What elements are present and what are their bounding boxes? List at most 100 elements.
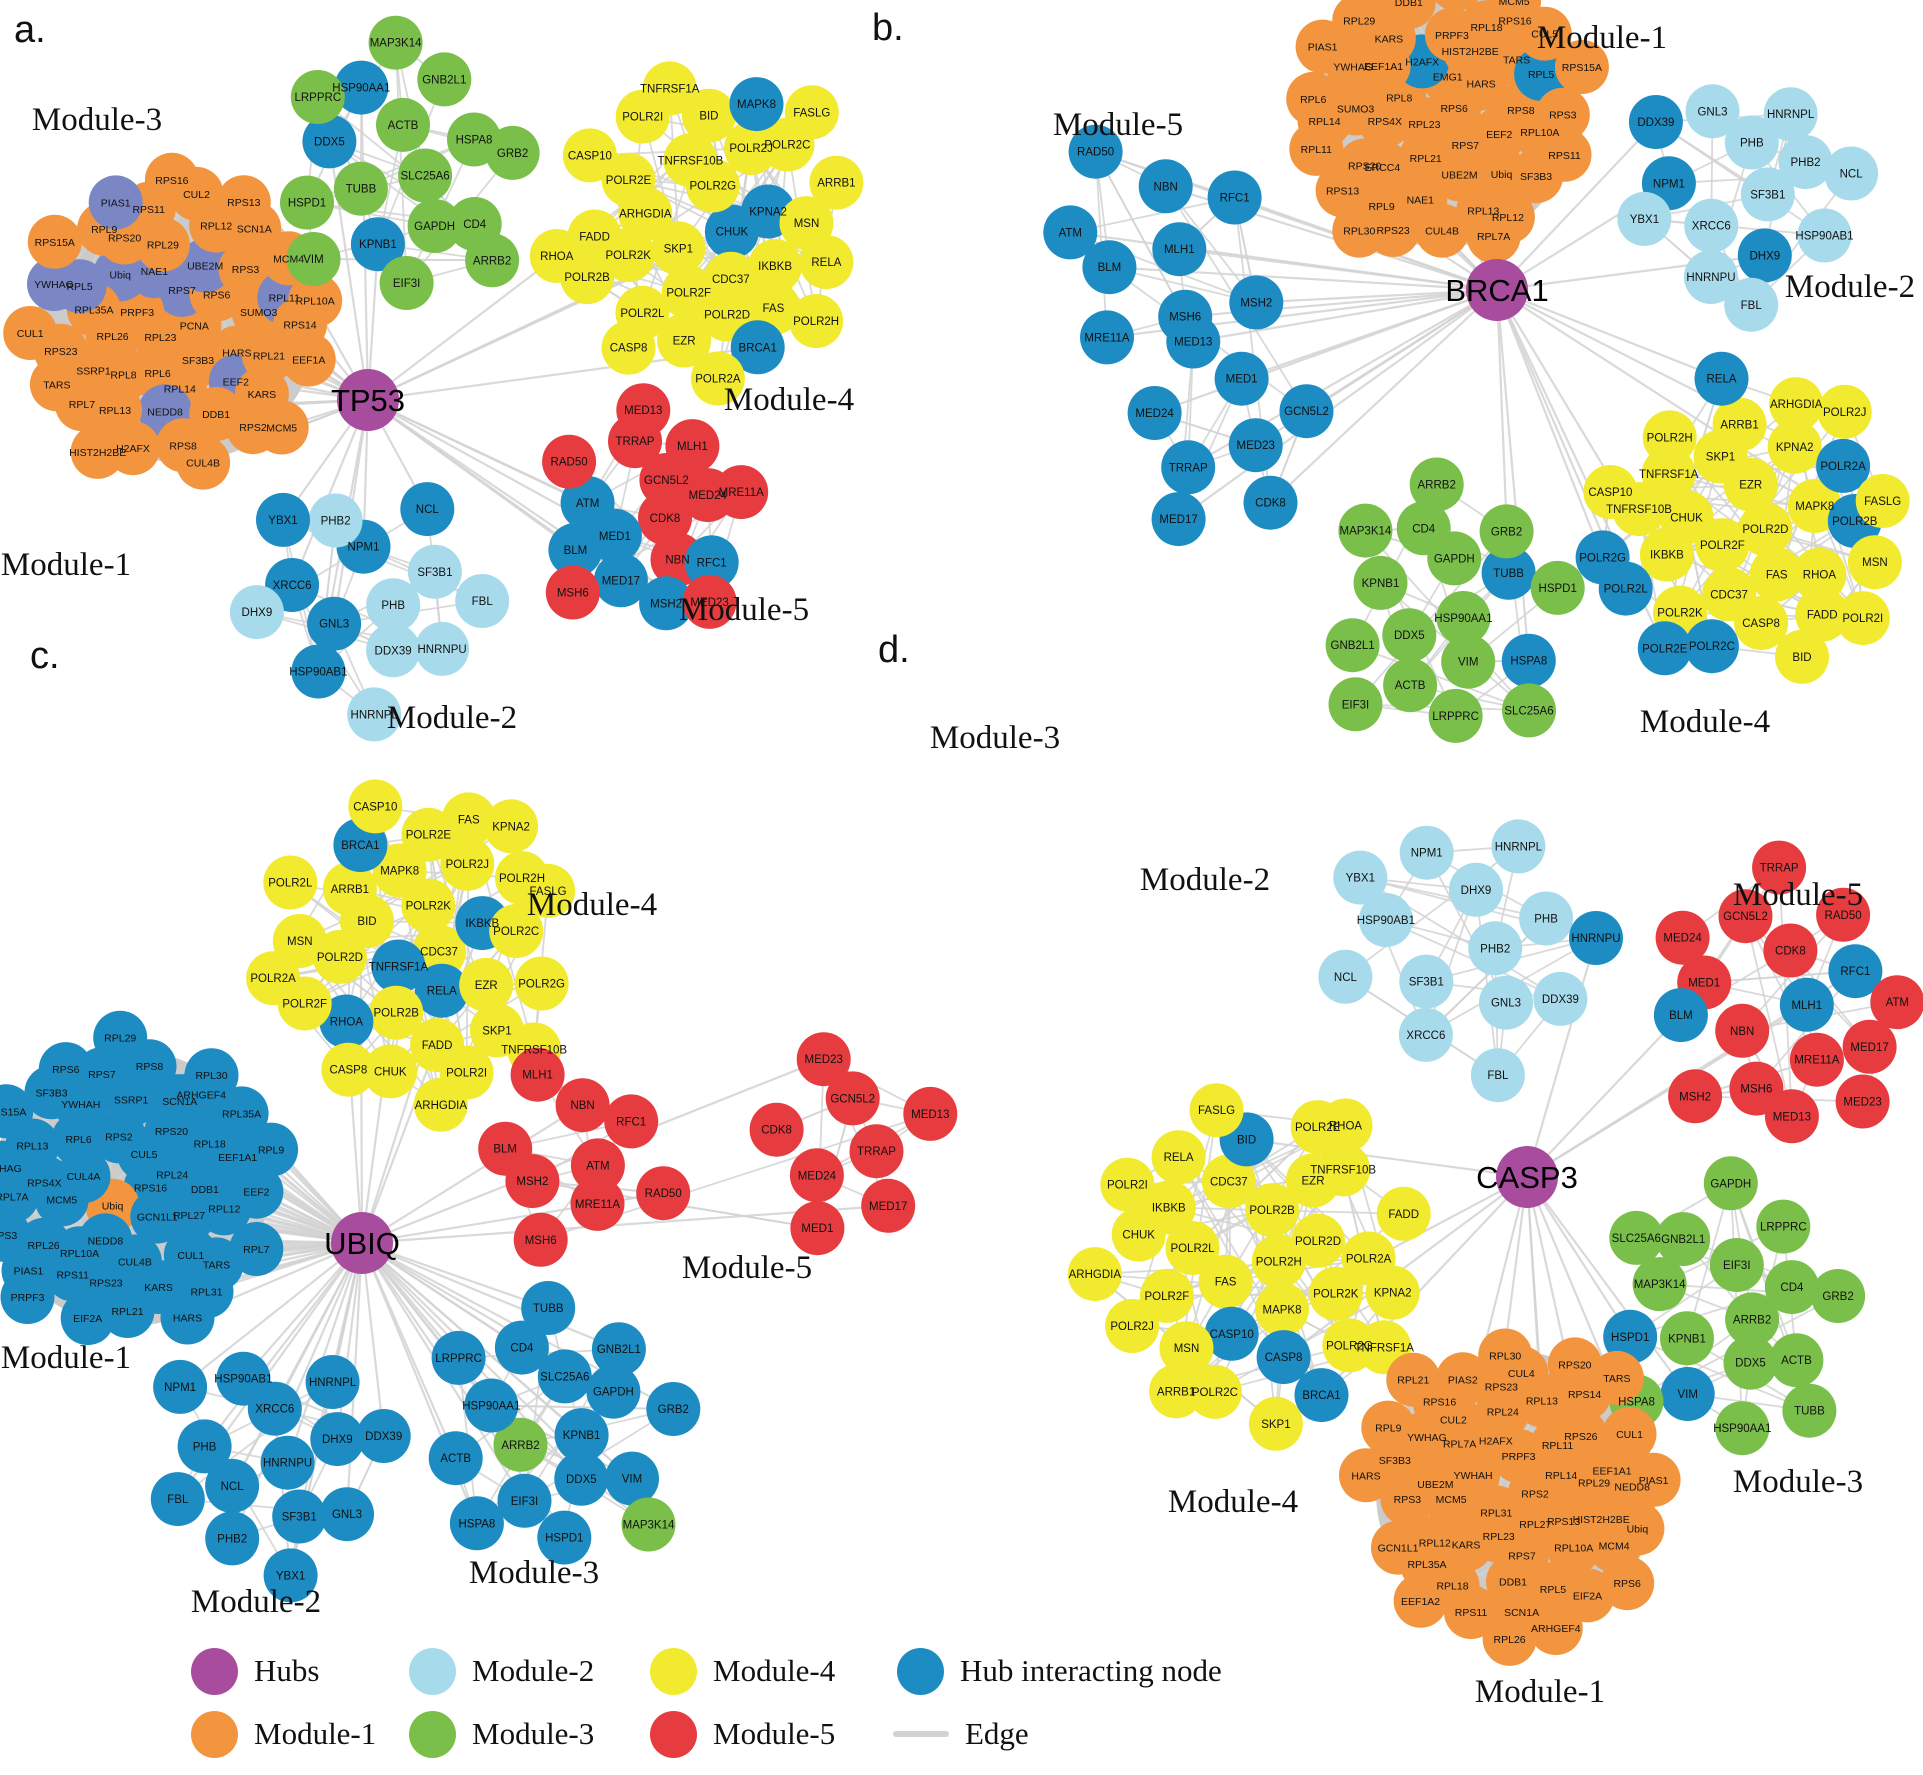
node-POLR2L[interactable] (1165, 1221, 1220, 1276)
node-CUL4A[interactable] (1360, 0, 1414, 13)
node-HSPA8[interactable] (1501, 633, 1556, 688)
node-DDX5[interactable] (1723, 1335, 1778, 1390)
node-EZR[interactable] (459, 957, 514, 1012)
node-PHB[interactable] (1519, 891, 1574, 946)
node-RPL7A[interactable] (1466, 209, 1521, 264)
node-RPS11[interactable] (1537, 127, 1592, 182)
node-RPL30[interactable] (184, 1048, 239, 1103)
node-YWHAG[interactable] (0, 1140, 29, 1195)
node-FBL[interactable] (1470, 1048, 1525, 1103)
node-CHUK[interactable] (363, 1044, 418, 1099)
node-SF3B1[interactable] (407, 544, 462, 599)
node-FBL[interactable] (1724, 277, 1779, 332)
node-FAS[interactable] (1749, 547, 1804, 602)
node-SF3B1[interactable] (1740, 167, 1795, 222)
node-MRE11A[interactable] (1080, 310, 1134, 365)
node-MED1[interactable] (1214, 351, 1269, 406)
node-CDK8[interactable] (638, 491, 692, 545)
node-SKP1[interactable] (651, 221, 706, 276)
node-DHX9[interactable] (1737, 228, 1792, 283)
node-ARRB2[interactable] (1409, 457, 1464, 512)
node-TUBB[interactable] (1481, 545, 1536, 600)
node-KPNA2[interactable] (484, 799, 539, 854)
node-CASP10[interactable] (1204, 1306, 1259, 1361)
node-CASP8[interactable] (601, 320, 656, 375)
node-EIF2A[interactable] (60, 1291, 115, 1346)
node-EIF3I[interactable] (379, 256, 434, 310)
node-TUBB[interactable] (1782, 1383, 1837, 1438)
node-GCN5L2[interactable] (825, 1071, 880, 1126)
node-HSP90AB1[interactable] (216, 1351, 271, 1406)
node-KPNB1[interactable] (554, 1408, 609, 1463)
node-TRRAP[interactable] (849, 1124, 904, 1179)
node-CUL1[interactable] (3, 306, 58, 360)
node-GRB2[interactable] (485, 125, 540, 180)
node-YWHAG[interactable] (27, 257, 81, 311)
node-ACTB[interactable] (1769, 1333, 1824, 1388)
node-RPS15A[interactable] (1554, 40, 1609, 94)
node-RPS6[interactable] (38, 1042, 93, 1097)
node-RPS6[interactable] (1600, 1556, 1655, 1611)
hub-TP53[interactable] (337, 369, 399, 431)
node-HSP90AA1[interactable] (1436, 591, 1491, 645)
hub-CASP3[interactable] (1496, 1146, 1558, 1208)
node-CDK8[interactable] (1763, 923, 1818, 978)
node-DDX39[interactable] (366, 623, 421, 678)
node-GCN1L1[interactable] (1371, 1520, 1425, 1575)
node-DHX9[interactable] (310, 1412, 365, 1467)
node-POLR2F[interactable] (1139, 1268, 1194, 1323)
node-CASP8[interactable] (321, 1042, 376, 1097)
node-POLR2J[interactable] (440, 836, 495, 891)
node-POLR2A[interactable] (1816, 438, 1871, 493)
node-RFC1[interactable] (684, 535, 739, 590)
node-RPL30[interactable] (1332, 203, 1387, 258)
node-POLR2G[interactable] (1575, 530, 1630, 585)
node-NCL[interactable] (1318, 949, 1373, 1004)
node-MAP3K14[interactable] (1632, 1257, 1687, 1312)
node-PHB2[interactable] (1778, 135, 1833, 190)
node-CASP10[interactable] (562, 128, 617, 183)
hub-UBIQ[interactable] (331, 1212, 393, 1274)
node-MSN[interactable] (1159, 1321, 1214, 1376)
node-GNL3[interactable] (1685, 84, 1740, 139)
node-NPM1[interactable] (153, 1359, 208, 1414)
node-POLR2B[interactable] (369, 985, 424, 1040)
node-GAPDH[interactable] (1703, 1156, 1758, 1211)
node-BLM[interactable] (1653, 988, 1708, 1043)
node-MED23[interactable] (796, 1032, 851, 1087)
node-CASP10[interactable] (1583, 465, 1638, 519)
node-HSP90AA1[interactable] (464, 1378, 519, 1433)
node-POLR2A[interactable] (690, 351, 745, 406)
node-POLR2C[interactable] (1684, 619, 1739, 674)
node-MED1[interactable] (790, 1201, 845, 1256)
node-HSP90AA1[interactable] (334, 60, 389, 115)
node-ATM[interactable] (570, 1138, 625, 1193)
node-YBX1[interactable] (263, 1548, 318, 1603)
node-MSH6[interactable] (545, 565, 600, 620)
node-FASLG[interactable] (784, 85, 839, 140)
node-CASP8[interactable] (1256, 1330, 1311, 1385)
node-ARHGDIA[interactable] (1067, 1247, 1122, 1302)
node-MED24[interactable] (789, 1148, 844, 1203)
node-EIF3I[interactable] (1709, 1238, 1764, 1292)
node-HSPD1[interactable] (280, 175, 334, 230)
node-TARS[interactable] (1589, 1350, 1644, 1405)
node-ACTB[interactable] (428, 1431, 483, 1486)
node-EIF3I[interactable] (497, 1473, 552, 1528)
node-MED17[interactable] (861, 1178, 916, 1233)
node-SF3B1[interactable] (1399, 954, 1454, 1009)
node-POLR2A[interactable] (246, 951, 301, 1006)
node-MAP3K14[interactable] (1338, 503, 1393, 558)
node-PHB[interactable] (177, 1419, 232, 1474)
node-FADD[interactable] (1795, 587, 1850, 642)
node-ARRB2[interactable] (493, 1417, 548, 1472)
node-RHOA[interactable] (1318, 1098, 1373, 1153)
node-HNRNPU[interactable] (1684, 250, 1738, 304)
node-HNRNPL[interactable] (1491, 819, 1546, 874)
node-HSP90AA1[interactable] (1715, 1401, 1770, 1456)
node-DHX9[interactable] (1449, 862, 1503, 917)
node-RPL5[interactable] (1514, 46, 1569, 101)
node-ATM[interactable] (1043, 205, 1098, 260)
node-CUL4B[interactable] (1415, 203, 1470, 258)
node-POLR2C[interactable] (489, 904, 544, 958)
